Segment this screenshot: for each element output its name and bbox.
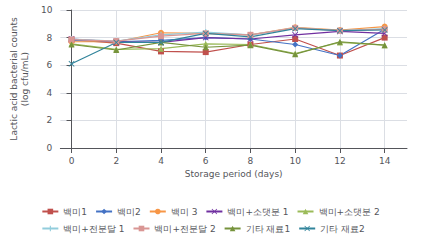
svg-text:2: 2: [47, 115, 53, 125]
svg-text:6: 6: [47, 60, 53, 70]
svg-text:Lactic acid bacterial counts: Lactic acid bacterial counts: [9, 17, 19, 141]
svg-text:기타 재료1: 기타 재료1: [246, 224, 291, 234]
svg-text:4: 4: [158, 156, 164, 166]
svg-text:8: 8: [248, 156, 254, 166]
svg-text:14: 14: [379, 156, 391, 166]
svg-text:백미1: 백미1: [63, 207, 87, 217]
svg-text:Storage period (days): Storage period (days): [185, 169, 283, 179]
svg-text:8: 8: [47, 33, 53, 43]
svg-text:백미+전분달 1: 백미+전분달 1: [63, 224, 124, 234]
svg-text:0: 0: [69, 156, 75, 166]
svg-text:기타 재료2: 기타 재료2: [320, 224, 365, 234]
svg-text:10: 10: [41, 5, 53, 15]
svg-text:백미+소댓분 2: 백미+소댓분 2: [319, 207, 380, 217]
svg-text:백미+소댓분 1: 백미+소댓분 1: [227, 207, 288, 217]
svg-text:6: 6: [203, 156, 209, 166]
svg-text:(log cfu/mL): (log cfu/mL): [20, 52, 30, 106]
svg-text:백미 3: 백미 3: [171, 207, 198, 217]
svg-text:백미2: 백미2: [117, 207, 141, 217]
svg-text:12: 12: [334, 156, 345, 166]
svg-text:4: 4: [47, 88, 53, 98]
svg-text:0: 0: [47, 143, 53, 153]
svg-text:10: 10: [289, 156, 301, 166]
svg-text:2: 2: [113, 156, 119, 166]
svg-text:백미+전분달 2: 백미+전분달 2: [154, 224, 215, 234]
